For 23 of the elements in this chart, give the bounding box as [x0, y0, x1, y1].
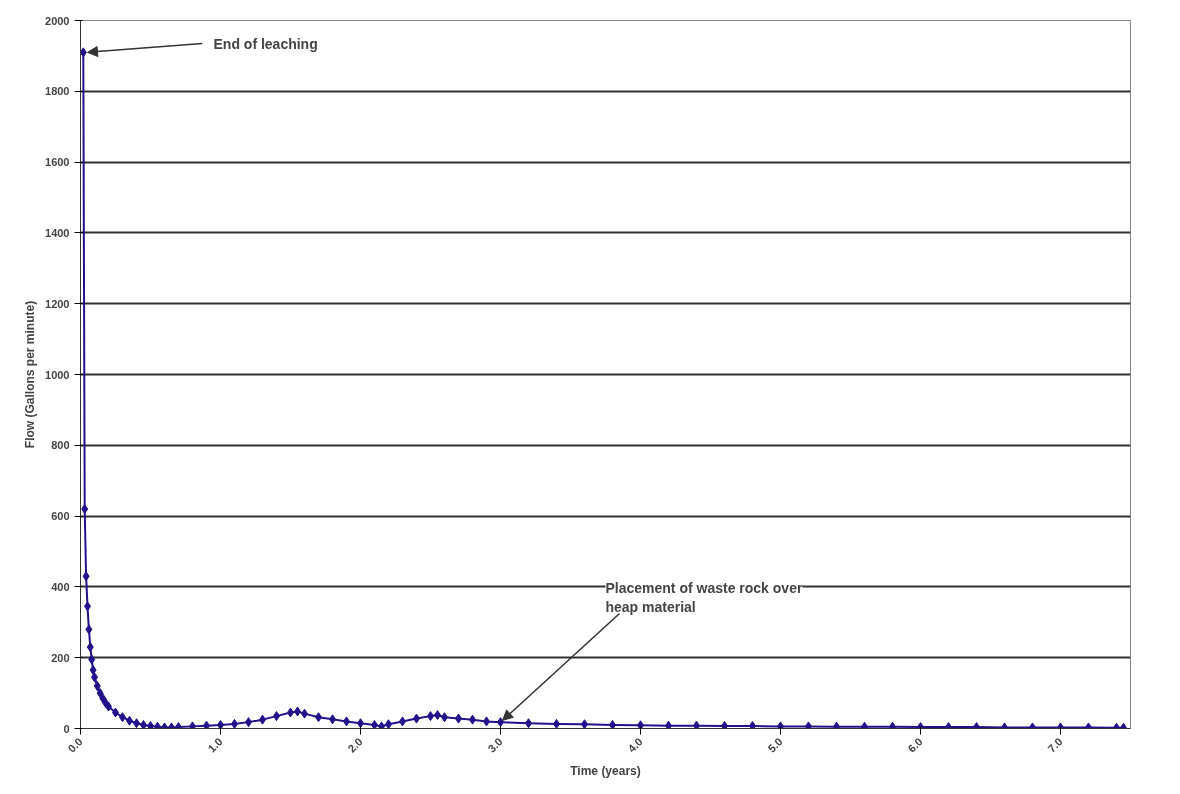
x-tick-label: 6.0 [905, 735, 925, 755]
y-tick-label: 800 [51, 439, 70, 452]
y-tick-label: 1800 [45, 85, 70, 98]
y-tick-label: 1200 [45, 297, 70, 310]
x-tick-label: 1.0 [205, 735, 225, 755]
x-tick-label: 7.0 [1045, 735, 1065, 755]
x-tick-label: 5.0 [765, 735, 785, 755]
y-tick-label: 1600 [45, 156, 70, 169]
y-tick-label: 1000 [45, 368, 70, 381]
x-tick-label: 3.0 [485, 735, 505, 755]
y-tick-label: 2000 [45, 14, 70, 27]
x-tick-label: 4.0 [625, 735, 645, 755]
annotation: Placement of waste rock over heap material [605, 579, 803, 616]
annotation: End of leaching [213, 35, 318, 52]
y-tick-label: 200 [51, 651, 70, 664]
x-tick-label: 0.0 [65, 735, 85, 755]
x-tick-label: 2.0 [345, 735, 365, 755]
y-tick-label: 600 [51, 510, 70, 523]
y-tick-label: 400 [51, 580, 70, 593]
y-axis-title: Flow (Gallons per minute) [23, 300, 38, 449]
y-tick-label: 0 [63, 722, 70, 735]
x-axis-title: Time (years) [570, 763, 641, 778]
y-tick-label: 1400 [45, 226, 70, 239]
